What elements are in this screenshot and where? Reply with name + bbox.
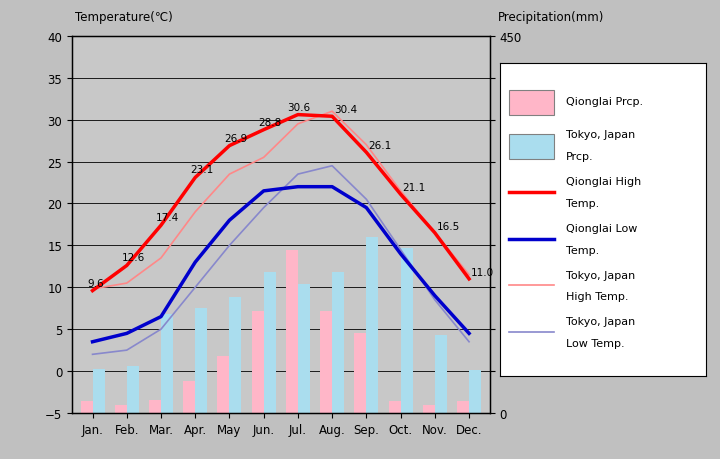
Bar [435, 336, 447, 413]
Bar [230, 298, 241, 413]
Text: Qionglai High: Qionglai High [566, 176, 642, 186]
Bar [332, 273, 344, 413]
Bar [366, 237, 378, 413]
Text: 26.1: 26.1 [368, 141, 392, 151]
Bar [469, 370, 481, 413]
Text: 11.0: 11.0 [471, 267, 494, 277]
Text: Tokyo, Japan: Tokyo, Japan [566, 317, 635, 327]
Bar [252, 311, 264, 413]
Text: Temp.: Temp. [566, 198, 599, 208]
Bar [161, 314, 173, 413]
Bar [286, 251, 298, 413]
Bar [298, 284, 310, 413]
Bar [127, 366, 139, 413]
Bar [149, 400, 161, 413]
Text: Tokyo, Japan: Tokyo, Japan [566, 270, 635, 280]
Bar [93, 369, 104, 413]
Bar [81, 401, 93, 413]
Text: 12.6: 12.6 [122, 253, 145, 263]
Text: 17.4: 17.4 [156, 213, 179, 223]
Bar [423, 405, 435, 413]
Bar [195, 308, 207, 413]
Bar [184, 381, 195, 413]
Text: 16.5: 16.5 [436, 221, 460, 231]
Bar [264, 273, 276, 413]
Bar [217, 356, 230, 413]
Bar [320, 311, 332, 413]
FancyBboxPatch shape [508, 91, 554, 116]
Bar [457, 401, 469, 413]
Bar [389, 401, 400, 413]
Bar [354, 333, 366, 413]
Text: 9.6: 9.6 [87, 278, 104, 288]
Text: 26.9: 26.9 [225, 133, 248, 143]
Text: Temperature(℃): Temperature(℃) [76, 11, 174, 24]
Text: 23.1: 23.1 [190, 165, 213, 175]
Bar [400, 248, 413, 413]
Text: 30.6: 30.6 [288, 103, 311, 113]
Text: 21.1: 21.1 [402, 183, 426, 193]
Text: 28.8: 28.8 [258, 118, 282, 128]
Text: Tokyo, Japan: Tokyo, Japan [566, 129, 635, 140]
Bar [114, 405, 127, 413]
Text: Qionglai Low: Qionglai Low [566, 223, 637, 233]
Text: Prcp.: Prcp. [566, 151, 594, 161]
Text: Precipitation(mm): Precipitation(mm) [498, 11, 604, 23]
Text: Qionglai Prcp.: Qionglai Prcp. [566, 97, 643, 106]
Text: Temp.: Temp. [566, 245, 599, 255]
Text: High Temp.: High Temp. [566, 292, 629, 302]
Text: 30.4: 30.4 [334, 105, 357, 115]
Text: Low Temp.: Low Temp. [566, 339, 625, 348]
FancyBboxPatch shape [508, 134, 554, 159]
